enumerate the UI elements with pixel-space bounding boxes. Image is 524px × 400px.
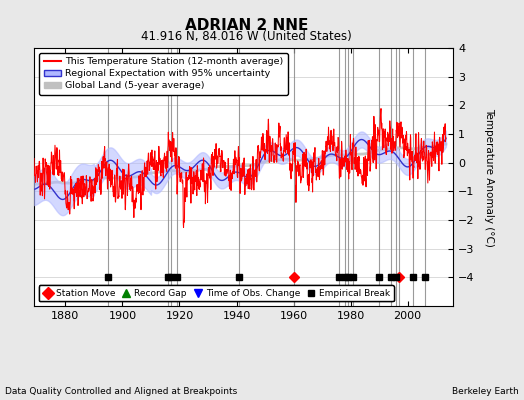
Y-axis label: Temperature Anomaly (°C): Temperature Anomaly (°C) <box>484 108 494 246</box>
Text: Data Quality Controlled and Aligned at Breakpoints: Data Quality Controlled and Aligned at B… <box>5 387 237 396</box>
Text: Berkeley Earth: Berkeley Earth <box>452 387 519 396</box>
Legend: Station Move, Record Gap, Time of Obs. Change, Empirical Break: Station Move, Record Gap, Time of Obs. C… <box>39 285 394 302</box>
Text: 41.916 N, 84.016 W (United States): 41.916 N, 84.016 W (United States) <box>141 30 352 43</box>
Text: ADRIAN 2 NNE: ADRIAN 2 NNE <box>184 18 308 33</box>
